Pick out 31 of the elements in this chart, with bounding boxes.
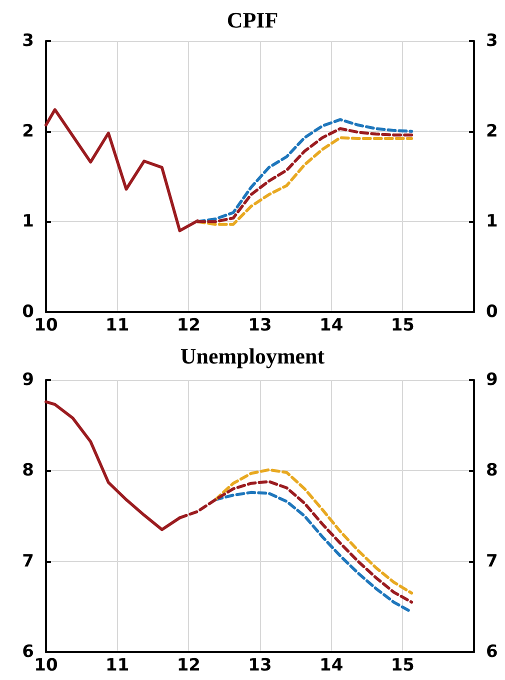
x-tick-label: 15 xyxy=(390,316,415,336)
y-tick-label: 9 xyxy=(22,370,34,390)
x-tick-label: 14 xyxy=(319,656,344,676)
x-tick-label: 15 xyxy=(390,656,415,676)
y2-tick-label: 0 xyxy=(486,302,498,322)
y-tick-label: 1 xyxy=(22,212,34,232)
y-tick-label: 6 xyxy=(22,642,34,662)
y2-tick-label: 2 xyxy=(486,121,498,142)
y-tick-label: 0 xyxy=(22,302,34,322)
y2-tick-label: 3 xyxy=(486,31,498,51)
y2-tick-label: 9 xyxy=(486,370,498,390)
x-tick-label: 12 xyxy=(176,316,201,336)
chart-title: Unemployment xyxy=(180,344,326,368)
x-tick-label: 12 xyxy=(176,656,201,676)
y-tick-label: 3 xyxy=(22,31,34,51)
y2-tick-label: 8 xyxy=(486,460,498,481)
y-tick-label: 2 xyxy=(22,121,34,142)
line-series xyxy=(214,468,414,595)
x-tick-label: 11 xyxy=(105,656,130,676)
y2-tick-label: 7 xyxy=(486,551,498,572)
x-tick-label: 10 xyxy=(34,656,58,676)
x-tick-label: 13 xyxy=(248,656,272,676)
y2-tick-label: 1 xyxy=(486,212,498,232)
x-tick-label: 13 xyxy=(248,316,272,336)
x-tick-label: 10 xyxy=(34,316,58,336)
y-tick-label: 8 xyxy=(22,460,34,481)
x-tick-label: 11 xyxy=(105,316,130,336)
chart-title: CPIF xyxy=(226,8,278,32)
y2-tick-label: 6 xyxy=(486,642,498,662)
y-tick-label: 7 xyxy=(22,551,34,572)
x-tick-label: 14 xyxy=(319,316,344,336)
